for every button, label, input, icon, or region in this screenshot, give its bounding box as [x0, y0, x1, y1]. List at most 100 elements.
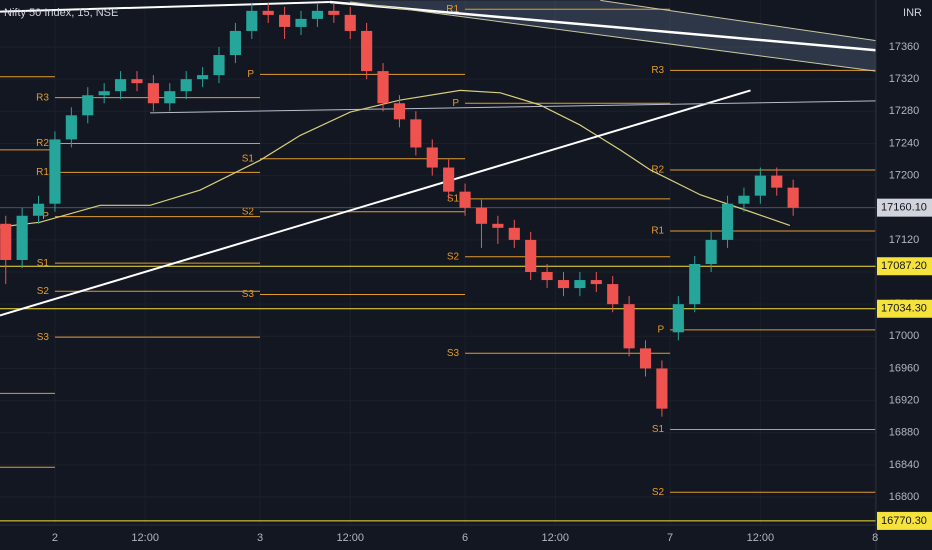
candle-body — [705, 239, 717, 264]
candle-body — [525, 239, 537, 273]
candle-body — [377, 71, 389, 104]
y-tick-label: 16880 — [889, 427, 920, 439]
candle-body — [508, 227, 520, 240]
pivot-label: S2 — [242, 206, 255, 217]
candle-body — [328, 10, 340, 15]
pivot-label: S1 — [652, 424, 665, 435]
pivot-label: S3 — [447, 348, 460, 359]
candle-body — [754, 175, 766, 196]
candle-body — [557, 280, 570, 289]
candle-body — [672, 304, 684, 333]
pivot-label: S1 — [447, 194, 460, 205]
chart-title: Nifty 50 Index, 15, NSE — [4, 7, 118, 19]
candle-body — [311, 10, 324, 19]
candle-body — [607, 284, 619, 305]
candle-body — [590, 280, 602, 285]
pivot-label: R3 — [36, 92, 49, 103]
y-tick-label: 17120 — [889, 234, 920, 246]
y-tick-label: 17000 — [889, 330, 920, 342]
x-tick-label: 12:00 — [747, 532, 775, 544]
candle-body — [131, 79, 143, 84]
candle-body — [0, 223, 12, 260]
price-label-box — [877, 511, 932, 530]
price-label-box — [877, 257, 932, 276]
x-tick-label: 12:00 — [336, 532, 364, 544]
candle-body — [32, 203, 45, 216]
y-tick-label: 16800 — [889, 491, 920, 503]
pivot-label: R1 — [446, 4, 459, 15]
pivot-label: S2 — [652, 487, 665, 498]
price-label: 17034.30 — [881, 303, 927, 315]
candle-body — [492, 223, 504, 228]
candle-body — [65, 115, 77, 140]
y-tick-label: 17280 — [889, 105, 920, 117]
pivot-label: R1 — [36, 167, 49, 178]
x-tick-label: 8 — [872, 532, 878, 544]
pivot-label: P — [657, 325, 664, 336]
y-tick-label: 17240 — [889, 137, 920, 149]
candle-body — [475, 207, 488, 224]
candle-body — [49, 139, 61, 204]
x-tick-label: 7 — [667, 532, 673, 544]
x-tick-label: 12:00 — [542, 532, 570, 544]
pivot-label: S2 — [447, 251, 460, 262]
candle-body — [114, 79, 127, 92]
price-label: 17160.10 — [881, 202, 927, 214]
pivot-label: R1 — [651, 226, 664, 237]
pivot-label: S1 — [37, 258, 50, 269]
price-label: 17087.20 — [881, 260, 927, 272]
trend-line — [150, 100, 876, 114]
price-label: 16770.30 — [881, 515, 927, 527]
candle-body — [771, 175, 783, 188]
candle-body — [443, 167, 455, 192]
pivot-label: S2 — [37, 286, 50, 297]
candle-body — [262, 10, 274, 15]
y-tick-label: 17320 — [889, 73, 920, 85]
trend-line — [350, 1, 876, 72]
pivot-label: R3 — [651, 65, 664, 76]
x-tick-label: 3 — [257, 532, 263, 544]
pivot-label: P — [452, 98, 459, 109]
candle-body — [541, 272, 553, 281]
candle-body — [721, 203, 734, 240]
candle-body — [787, 187, 799, 208]
candle-body — [459, 191, 471, 208]
candle-body — [295, 18, 307, 27]
y-tick-label: 16920 — [889, 395, 920, 407]
candle-body — [98, 91, 110, 96]
candle-body — [639, 348, 652, 369]
plot-area: R3 R2 R1 P S1 S2 S3 P S1 S2 S3 R1 P S1 S2 S3 R3 R2 R1 P S1 S2 — [0, 0, 876, 522]
candle-body — [180, 79, 192, 92]
candle-body — [279, 14, 291, 27]
pivot-label: P — [42, 211, 49, 222]
pivot-label: S3 — [37, 332, 50, 343]
candle-body — [164, 91, 176, 104]
currency: INR — [903, 7, 922, 19]
x-tick-label: 6 — [462, 532, 468, 544]
trend-line — [600, 0, 876, 42]
pivot-label: R2 — [651, 165, 664, 176]
y-tick-label: 16960 — [889, 362, 920, 374]
pivot-label: P — [247, 69, 254, 80]
price-label-box — [877, 198, 932, 217]
candle-body — [213, 55, 225, 76]
candle-body — [147, 83, 159, 104]
trend-line — [0, 89, 751, 317]
candle-body — [410, 119, 422, 148]
x-tick-label: 12:00 — [131, 532, 159, 544]
candle-body — [361, 30, 373, 72]
axes: 1680016840168801692016960170001704017080… — [52, 41, 932, 544]
candle-body — [229, 30, 241, 56]
candle-body — [574, 280, 586, 289]
candle-body — [656, 368, 668, 409]
candle-body — [689, 263, 701, 305]
x-tick-label: 2 — [52, 532, 58, 544]
candle-body — [197, 75, 209, 80]
pivot-label: S1 — [242, 153, 255, 164]
pivot-label: S3 — [242, 289, 255, 300]
pivot-label: R2 — [36, 138, 49, 149]
candle-body — [393, 103, 406, 120]
y-tick-label: 17200 — [889, 169, 920, 181]
candle-body — [426, 147, 438, 168]
